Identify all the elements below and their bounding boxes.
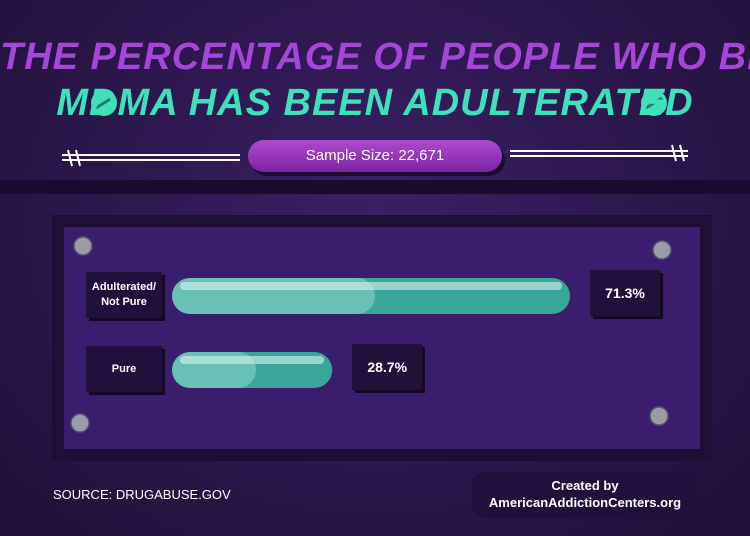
screws [70, 236, 672, 433]
credit: Created by AmericanAddictionCenters.org [472, 472, 698, 518]
value-label: 28.7% [352, 344, 423, 390]
title: THE PERCENTAGE OF PEOPLE WHO BELIEVE [0, 36, 750, 78]
value-label: 71.3% [590, 270, 660, 316]
bar-shine [180, 282, 562, 290]
subtitle: MDMA HAS BEEN ADULTERATED [56, 82, 694, 124]
pill-icons [91, 90, 667, 116]
credit-line: Created by [551, 478, 619, 493]
credit-line: AmericanAddictionCenters.org [488, 495, 682, 510]
category-label: Adulterated/ Not Pure [86, 272, 162, 318]
bar-shine [180, 356, 325, 364]
divider-band [0, 180, 750, 194]
sample-size: Sample Size: 22,671 [248, 140, 502, 172]
header-rules [62, 144, 688, 167]
source: SOURCE: DRUGABUSE.GOV [53, 487, 231, 502]
panel [64, 227, 700, 449]
category-label: Pure [86, 346, 162, 392]
